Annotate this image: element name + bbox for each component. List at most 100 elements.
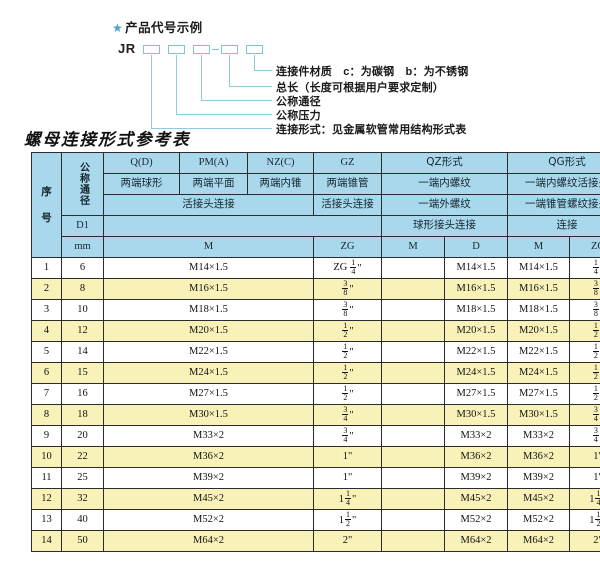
cell-qg-zg: 38" xyxy=(569,299,600,321)
cell-qg-m: M27×1.5 xyxy=(507,383,570,405)
cell-seq: 9 xyxy=(31,425,62,447)
header-bore: 公称通径 xyxy=(61,152,104,216)
cell-seq: 11 xyxy=(31,467,62,489)
header-d1: D1 xyxy=(61,215,104,237)
cell-qg-zg: 12" xyxy=(569,320,600,342)
cell-bore: 32 xyxy=(61,488,104,510)
star-icon: ★ xyxy=(112,21,124,35)
cell-thread-m: M33×2 xyxy=(103,425,314,447)
cell-qz-d: M52×2 xyxy=(444,509,508,531)
cell-gz-zg: 1 2 " xyxy=(313,320,382,342)
cell-qg-m: M16×1.5 xyxy=(507,278,570,300)
cell-qz-d: M27×1.5 xyxy=(444,383,508,405)
cell-qz-d: M45×2 xyxy=(444,488,508,510)
cell-gz-zg: 1 2 " xyxy=(313,383,382,405)
cell-seq: 5 xyxy=(31,341,62,363)
cell-bore: 15 xyxy=(61,362,104,384)
cell-qz-m xyxy=(381,299,445,321)
cell-seq: 4 xyxy=(31,320,62,342)
cell-qg-zg: 14" xyxy=(569,257,600,279)
cell-gz-zg: 1 2 " xyxy=(313,341,382,363)
cell-qg-m: M52×2 xyxy=(507,509,570,531)
table-title: 螺母连接形式参考表 xyxy=(24,130,191,149)
cell-qz-m xyxy=(381,446,445,468)
leader-line-bore-h xyxy=(201,100,272,101)
cell-qg-zg: 34" xyxy=(569,425,600,447)
cell-gz-zg: 1 1 2 " xyxy=(313,509,382,531)
code-box-3 xyxy=(193,45,210,54)
leader-line-bore-v xyxy=(201,55,202,100)
header-seq-char2: 号 xyxy=(41,212,52,224)
cell-gz-zg: 1 2 " xyxy=(313,362,382,384)
cell-qg-m: M20×1.5 xyxy=(507,320,570,342)
header-row-desc2: 活接头连接 活接头连接 一端外螺纹 一端锥管螺纹接头 xyxy=(32,194,600,216)
cell-qz-m xyxy=(381,362,445,384)
header-conn-qg: 连接 xyxy=(507,215,600,237)
cell-qz-m xyxy=(381,509,445,531)
leader-line-material-v xyxy=(254,55,255,70)
header-bore-label: 公称通径 xyxy=(77,162,89,206)
spec-table-body: 16M14×1.5ZG14"M14×1.5M14×1.514"28M16×1.5… xyxy=(31,257,600,552)
cell-bore: 12 xyxy=(61,320,104,342)
annotation-material: 连接件材质 c：为碳钢 b：为不锈钢 xyxy=(276,66,469,78)
header-desc-qg: 一端内螺纹活接头 xyxy=(507,173,600,195)
cell-seq: 7 xyxy=(31,383,62,405)
nut-connection-spec-table: 序号 公称通径 Q(D) PM(A) NZ(C) GZ QZ形式 QG形式 两端… xyxy=(31,152,600,552)
cell-qg-m: M45×2 xyxy=(507,488,570,510)
cell-qg-zg: 38" xyxy=(569,278,600,300)
cell-seq: 10 xyxy=(31,446,62,468)
cell-qz-m xyxy=(381,404,445,426)
cell-thread-m: M30×1.5 xyxy=(103,404,314,426)
header-seq: 序号 xyxy=(31,152,62,258)
leader-line-pressure-v xyxy=(176,55,177,114)
header-seq-char1: 序 xyxy=(41,185,52,198)
cell-thread-m: M24×1.5 xyxy=(103,362,314,384)
header-row-codes: 序号 公称通径 Q(D) PM(A) NZ(C) GZ QZ形式 QG形式 xyxy=(31,152,600,258)
product-code-title-text: 产品代号示例 xyxy=(125,21,203,35)
cell-qz-m xyxy=(381,341,445,363)
cell-qg-zg: 12" xyxy=(569,341,600,363)
cell-seq: 1 xyxy=(31,257,62,279)
cell-seq: 8 xyxy=(31,404,62,426)
header-row-units: mm M ZG M D M ZG xyxy=(32,236,600,258)
cell-gz-zg: 2" xyxy=(313,530,382,552)
leader-line-connform-h xyxy=(151,128,272,129)
header-group-q: Q(D) xyxy=(103,152,180,174)
product-code-prefix: JR xyxy=(118,41,136,56)
cell-qg-zg: 1" xyxy=(569,446,600,468)
header-conn-qz: 球形接头连接 xyxy=(381,215,508,237)
cell-thread-m: M22×1.5 xyxy=(103,341,314,363)
cell-qz-m xyxy=(381,383,445,405)
cell-qz-d: M16×1.5 xyxy=(444,278,508,300)
cell-qz-m xyxy=(381,425,445,447)
code-dash xyxy=(212,49,219,50)
cell-seq: 2 xyxy=(31,278,62,300)
cell-bore: 6 xyxy=(61,257,104,279)
header-group-nz: NZ(C) xyxy=(247,152,314,174)
cell-qg-m: M18×1.5 xyxy=(507,299,570,321)
header-group-gz: GZ xyxy=(313,152,382,174)
annotation-conn-form: 连接形式：见金属软管常用结构形式表 xyxy=(276,124,467,136)
cell-gz-zg: 1" xyxy=(313,467,382,489)
cell-qg-zg: 12" xyxy=(569,362,600,384)
cell-qz-d: M39×2 xyxy=(444,467,508,489)
cell-thread-m: M20×1.5 xyxy=(103,320,314,342)
annotation-length: 总长（长度可根据用户要求定制） xyxy=(276,82,444,94)
header-row-d1: D1 球形接头连接 连接 xyxy=(32,215,600,237)
leader-line-connform-v xyxy=(151,55,152,128)
header-conn-gz: 活接头连接 xyxy=(313,194,382,216)
header-row-desc1: 两端球形 两端平面 两端内锥 两端锥管 一端内螺纹 一端内螺纹活接头 xyxy=(32,173,600,195)
cell-qg-m: M64×2 xyxy=(507,530,570,552)
header-thread-m-qg: M xyxy=(507,236,570,258)
cell-thread-m: M52×2 xyxy=(103,509,314,531)
cell-bore: 16 xyxy=(61,383,104,405)
header-unit-mm: mm xyxy=(61,236,104,258)
header-group-qz: QZ形式 xyxy=(381,152,508,174)
